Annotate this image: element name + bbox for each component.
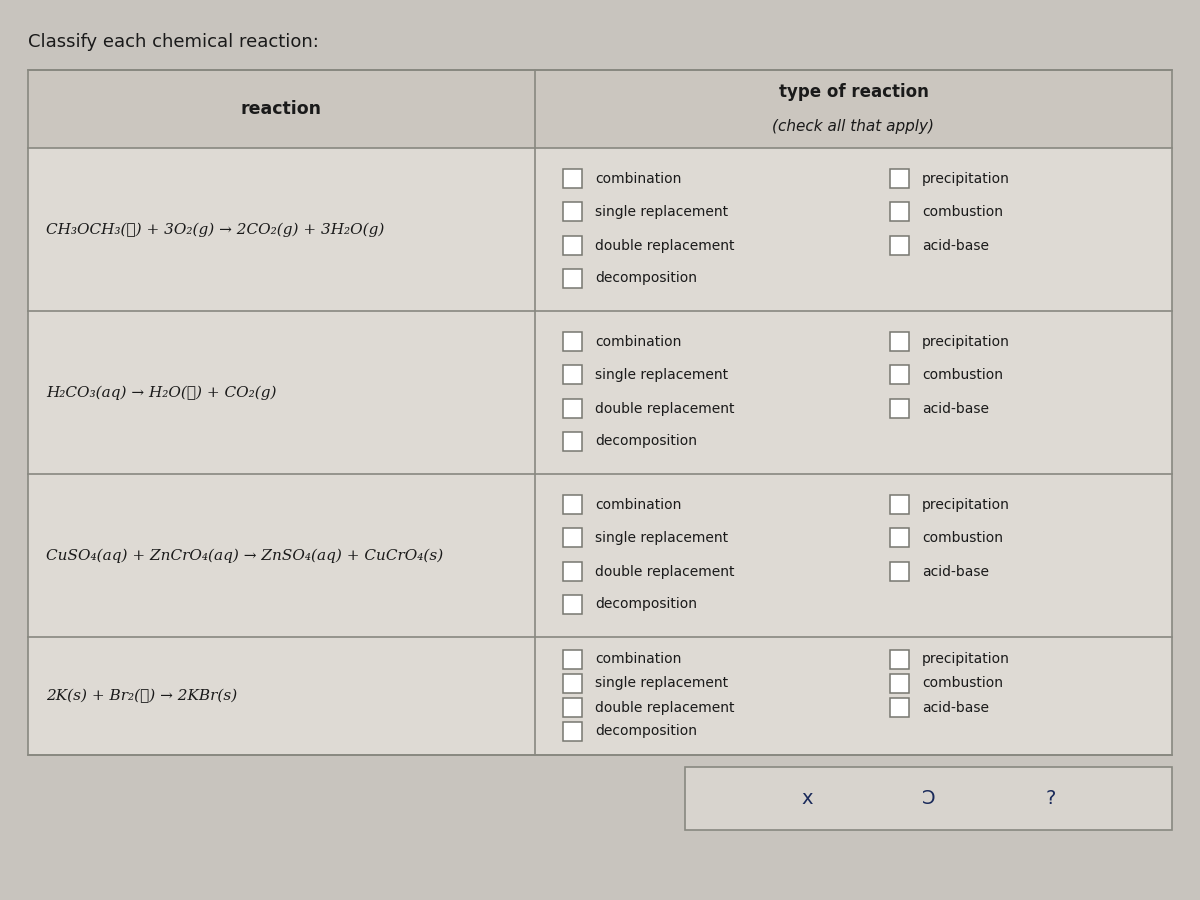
Text: (check all that apply): (check all that apply) [773, 119, 935, 133]
Bar [28, 70, 1172, 755]
Text: decomposition: decomposition [595, 598, 697, 611]
Bar [563, 169, 582, 188]
Text: CH₃OCH₃(ℓ) + 3O₂(g) → 2CO₂(g) + 3H₂O(g): CH₃OCH₃(ℓ) + 3O₂(g) → 2CO₂(g) + 3H₂O(g) [46, 222, 384, 237]
Text: acid-base: acid-base [922, 238, 989, 253]
Bar [890, 698, 910, 717]
Text: precipitation: precipitation [922, 172, 1010, 186]
Bar [685, 767, 1172, 830]
Text: reaction: reaction [241, 100, 322, 118]
Bar [890, 562, 910, 581]
Bar [563, 332, 582, 352]
Bar [563, 722, 582, 741]
Text: single replacement: single replacement [595, 204, 728, 219]
Bar [890, 400, 910, 419]
Text: Ɔ: Ɔ [922, 789, 935, 808]
Text: combustion: combustion [922, 531, 1003, 544]
Bar [563, 698, 582, 717]
Bar [563, 562, 582, 581]
Bar [890, 650, 910, 669]
Text: decomposition: decomposition [595, 272, 697, 285]
Bar [563, 673, 582, 692]
Bar [563, 269, 582, 288]
Bar [563, 595, 582, 614]
Text: combination: combination [595, 335, 682, 349]
Bar [563, 432, 582, 451]
Text: decomposition: decomposition [595, 435, 697, 448]
Bar [890, 169, 910, 188]
Text: decomposition: decomposition [595, 724, 697, 738]
Bar [563, 202, 582, 221]
Text: single replacement: single replacement [595, 676, 728, 690]
Text: acid-base: acid-base [922, 565, 989, 579]
Bar [28, 70, 1172, 755]
Text: single replacement: single replacement [595, 367, 728, 382]
Bar [890, 365, 910, 384]
Text: acid-base: acid-base [922, 701, 989, 715]
Text: CuSO₄(aq) + ZnCrO₄(aq) → ZnSO₄(aq) + CuCrO₄(s): CuSO₄(aq) + ZnCrO₄(aq) → ZnSO₄(aq) + CuC… [46, 548, 443, 562]
Bar [28, 474, 1172, 637]
Text: single replacement: single replacement [595, 531, 728, 544]
Text: double replacement: double replacement [595, 701, 734, 715]
Text: combination: combination [595, 652, 682, 666]
Text: ?: ? [1045, 789, 1056, 808]
Bar [890, 237, 910, 256]
Bar [563, 400, 582, 419]
Bar [890, 202, 910, 221]
Bar [890, 332, 910, 352]
Bar [563, 237, 582, 256]
Text: double replacement: double replacement [595, 401, 734, 416]
Text: acid-base: acid-base [922, 401, 989, 416]
Bar [890, 673, 910, 692]
Text: double replacement: double replacement [595, 238, 734, 253]
Text: precipitation: precipitation [922, 335, 1010, 349]
Text: Classify each chemical reaction:: Classify each chemical reaction: [28, 33, 319, 51]
Text: combustion: combustion [922, 676, 1003, 690]
Bar [563, 496, 582, 515]
Bar [563, 650, 582, 669]
Bar [890, 496, 910, 515]
Bar [28, 70, 1172, 148]
Text: H₂CO₃(aq) → H₂O(ℓ) + CO₂(g): H₂CO₃(aq) → H₂O(ℓ) + CO₂(g) [46, 385, 276, 400]
Text: precipitation: precipitation [922, 498, 1010, 512]
Text: double replacement: double replacement [595, 565, 734, 579]
Bar [28, 148, 1172, 311]
Bar [563, 365, 582, 384]
Text: combustion: combustion [922, 204, 1003, 219]
Text: 2K(s) + Br₂(ℓ) → 2KBr(s): 2K(s) + Br₂(ℓ) → 2KBr(s) [46, 688, 238, 703]
Bar [890, 528, 910, 547]
Text: combination: combination [595, 498, 682, 512]
Bar [563, 528, 582, 547]
Text: combustion: combustion [922, 367, 1003, 382]
Text: x: x [802, 789, 812, 808]
Text: combination: combination [595, 172, 682, 186]
Text: type of reaction: type of reaction [779, 83, 929, 101]
Text: precipitation: precipitation [922, 652, 1010, 666]
